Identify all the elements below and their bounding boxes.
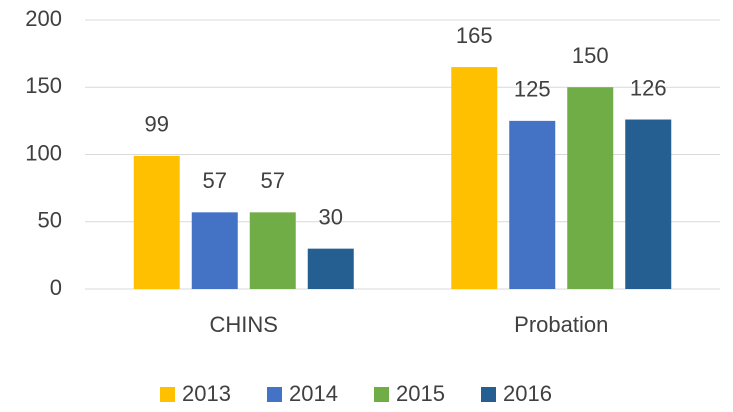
legend-swatch: [374, 387, 389, 402]
data-label: 165: [456, 23, 493, 48]
y-tick-label: 100: [25, 140, 62, 165]
data-label: 57: [261, 168, 285, 193]
data-label: 99: [145, 112, 169, 137]
data-label: 125: [514, 77, 551, 102]
x-tick-label: CHINS: [210, 312, 278, 337]
data-label: 30: [319, 204, 343, 229]
legend-swatch: [160, 387, 175, 402]
bar: [133, 155, 180, 289]
y-tick-label: 0: [50, 275, 62, 300]
y-tick-label: 150: [25, 73, 62, 98]
legend-label: 2016: [503, 381, 552, 406]
data-label: 57: [203, 168, 227, 193]
y-tick-label: 200: [25, 6, 62, 31]
bar: [625, 119, 672, 289]
legend-swatch: [481, 387, 496, 402]
bar: [249, 212, 296, 289]
legend-label: 2015: [396, 381, 445, 406]
x-tick-label: Probation: [514, 312, 608, 337]
data-label: 126: [630, 75, 667, 100]
bar: [509, 120, 556, 289]
bar: [307, 248, 354, 289]
data-label: 150: [572, 43, 609, 68]
legend-label: 2013: [182, 381, 231, 406]
bar: [191, 212, 238, 289]
y-tick-label: 50: [38, 208, 62, 233]
bar: [567, 87, 614, 289]
legend-label: 2014: [289, 381, 338, 406]
bar: [451, 67, 498, 289]
legend-swatch: [267, 387, 282, 402]
